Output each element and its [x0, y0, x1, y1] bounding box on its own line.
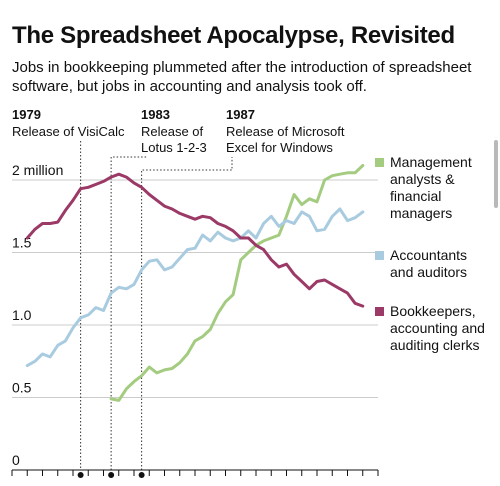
- gridlines: [12, 179, 378, 398]
- legend-label: auditing clerks: [390, 337, 480, 353]
- series-line-3: [25, 172, 365, 308]
- x-axis: [11, 469, 379, 476]
- annotation-line: [110, 156, 147, 470]
- legend-label: accounting and: [390, 320, 485, 336]
- legend-label: Management: [390, 154, 472, 170]
- annotation-label: Release of Microsoft: [226, 124, 345, 139]
- series-line-2: [25, 207, 365, 368]
- annotation-marker: [108, 472, 115, 478]
- series-line-1: [109, 164, 365, 402]
- data-series: [25, 164, 365, 402]
- y-tick-label: 1.0: [12, 307, 32, 323]
- legend-label: Accountants: [390, 247, 467, 263]
- legend-swatch: [375, 251, 384, 260]
- annotation-marker: [138, 472, 145, 478]
- legend-label: managers: [390, 205, 452, 221]
- chart-subtitle: Jobs in bookkeeping plummeted after the …: [12, 59, 472, 95]
- legend-label: financial: [390, 188, 441, 204]
- annotation-label: Release of: [141, 124, 204, 139]
- annotation-label: Release of VisiCalc: [12, 124, 125, 139]
- annotation-line: [141, 157, 233, 470]
- annotation-year: 1983: [141, 107, 170, 122]
- annotation-marker: [77, 472, 84, 478]
- annotation-year: 1987: [226, 107, 255, 122]
- legend-label: Bookkeepers,: [390, 303, 476, 319]
- y-tick-label: 0: [12, 452, 20, 468]
- annotation-label: Lotus 1-2-3: [141, 140, 207, 155]
- release-annotations: 1979 Release of VisiCalc 1983 Release ofLot…: [12, 107, 345, 478]
- y-tick-label: 2 million: [12, 162, 63, 178]
- y-tick-labels: 00.51.01.52 million: [12, 162, 63, 468]
- y-tick-label: 0.5: [12, 380, 32, 396]
- legend-label: analysts &: [390, 171, 455, 187]
- annotation-year: 1979: [12, 107, 41, 122]
- annotation-label: Excel for Windows: [226, 140, 333, 155]
- scrollbar[interactable]: [494, 140, 498, 208]
- legend-swatch: [375, 307, 384, 316]
- legend-label: and auditors: [390, 264, 467, 280]
- annotation-1979: 1979 Release of VisiCalc: [12, 107, 125, 478]
- legend-swatch: [375, 158, 384, 167]
- chart-title: The Spreadsheet Apocalypse, Revisited: [12, 22, 455, 49]
